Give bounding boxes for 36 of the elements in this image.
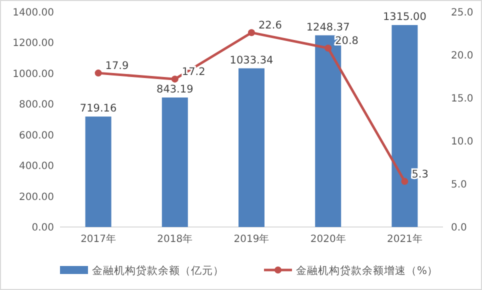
x-tick-label: 2020年 (310, 233, 346, 245)
y2-tick-label: 25.0 (451, 8, 474, 18)
y2-tick-label: 10.0 (451, 136, 474, 148)
y-tick-label: 0.00 (32, 222, 54, 234)
y-tick-label: 1200.00 (12, 38, 54, 50)
x-tick-label: 2021年 (386, 233, 422, 245)
y-tick-label: 1400.00 (12, 8, 54, 18)
x-tick-label: 2017年 (80, 233, 116, 245)
bar (85, 116, 112, 227)
data-label: 22.6 (258, 20, 282, 32)
point (171, 76, 178, 83)
y-tick-label: 600.00 (19, 130, 54, 142)
data-label: 1033.34 (230, 54, 274, 66)
point (401, 178, 408, 185)
y2-tick-label: 5.0 (451, 180, 467, 190)
data-label: 1248.37 (306, 21, 350, 34)
legend-label: 金融机构贷款余额增速（%） (296, 264, 438, 277)
data-label: 1315.00 (382, 11, 426, 24)
y2-tick-label: 15.0 (451, 94, 474, 104)
point (248, 29, 255, 36)
data-label: 719.16 (80, 102, 117, 115)
x-tick-label: 2019年 (234, 233, 270, 245)
y-tick-label: 400.00 (19, 161, 54, 172)
bar (162, 98, 188, 227)
data-label: 843.19 (156, 84, 194, 96)
legend-label: 金融机构贷款余额（亿元） (92, 264, 224, 277)
bar (238, 68, 264, 227)
data-label: 17.9 (105, 60, 129, 72)
x-tick-label: 2018年 (157, 233, 193, 245)
y-tick-label: 800.00 (19, 100, 54, 111)
y-tick-label: 200.00 (19, 192, 54, 203)
point (324, 44, 332, 52)
y2-tick-label: 0.0 (451, 222, 467, 234)
point (94, 70, 102, 77)
y-tick-label: 1000.00 (12, 68, 54, 80)
y2-tick-label: 20.0 (451, 50, 474, 62)
